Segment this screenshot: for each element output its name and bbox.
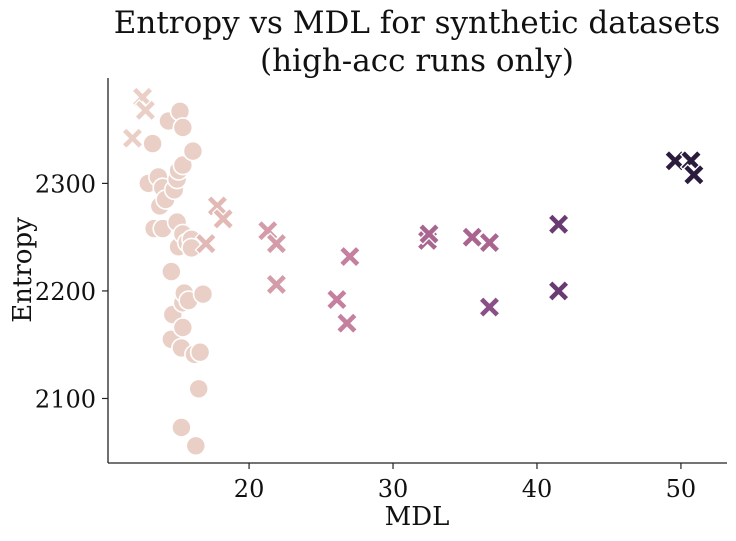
scatter-point-circle xyxy=(189,341,211,363)
scatter-point-circle xyxy=(192,283,214,305)
chart-title-line-2: (high-acc runs only) xyxy=(260,43,574,79)
scatter-point-x xyxy=(547,279,570,303)
x-tick-label: 20 xyxy=(234,475,265,503)
scatter-point-x xyxy=(663,149,687,173)
scatter-point-x xyxy=(325,288,349,311)
scatter-point-circle xyxy=(142,133,163,154)
scatter-point-circle xyxy=(172,317,194,338)
scatter-point-x xyxy=(265,232,288,255)
scatter-point-circle xyxy=(171,417,192,438)
scatter-point-x xyxy=(682,163,706,187)
points-layer xyxy=(121,86,706,457)
x-tick-label: 30 xyxy=(378,475,409,503)
scatter-point-x xyxy=(194,232,218,255)
scatter-point-x xyxy=(478,231,501,254)
scatter-point-circle xyxy=(161,261,182,282)
scatter-point-x xyxy=(478,295,501,319)
scatter-point-x xyxy=(335,311,359,335)
scatter-point-x xyxy=(121,126,144,150)
y-tick-label: 2300 xyxy=(35,170,96,198)
scatter-point-circle xyxy=(182,140,204,162)
y-axis-label: Entropy xyxy=(8,217,38,323)
scatter-point-circle xyxy=(185,435,207,457)
x-tick-label: 50 xyxy=(666,475,697,503)
scatter-point-x xyxy=(211,207,235,231)
y-tick-label: 2200 xyxy=(35,278,96,306)
scatter-point-circle xyxy=(172,117,194,138)
x-tick-label: 40 xyxy=(522,475,553,503)
scatter-point-x xyxy=(134,98,157,122)
x-axis-label: MDL xyxy=(385,502,450,532)
scatter-point-x xyxy=(547,212,570,236)
scatter-point-x xyxy=(417,222,441,246)
scatter-point-x xyxy=(338,245,362,268)
ticks-layer: 20 30 40 50 2100 2200 2300 xyxy=(35,170,696,503)
scatter-point-x xyxy=(460,225,484,249)
scatter-point-circle xyxy=(188,378,209,400)
scatter-point-circle xyxy=(172,154,194,176)
y-tick-label: 2100 xyxy=(35,385,96,413)
scatter-point-x xyxy=(265,273,288,296)
scatter-point-x xyxy=(206,194,229,218)
chart-title-line-1: Entropy vs MDL for synthetic datasets xyxy=(114,5,721,41)
